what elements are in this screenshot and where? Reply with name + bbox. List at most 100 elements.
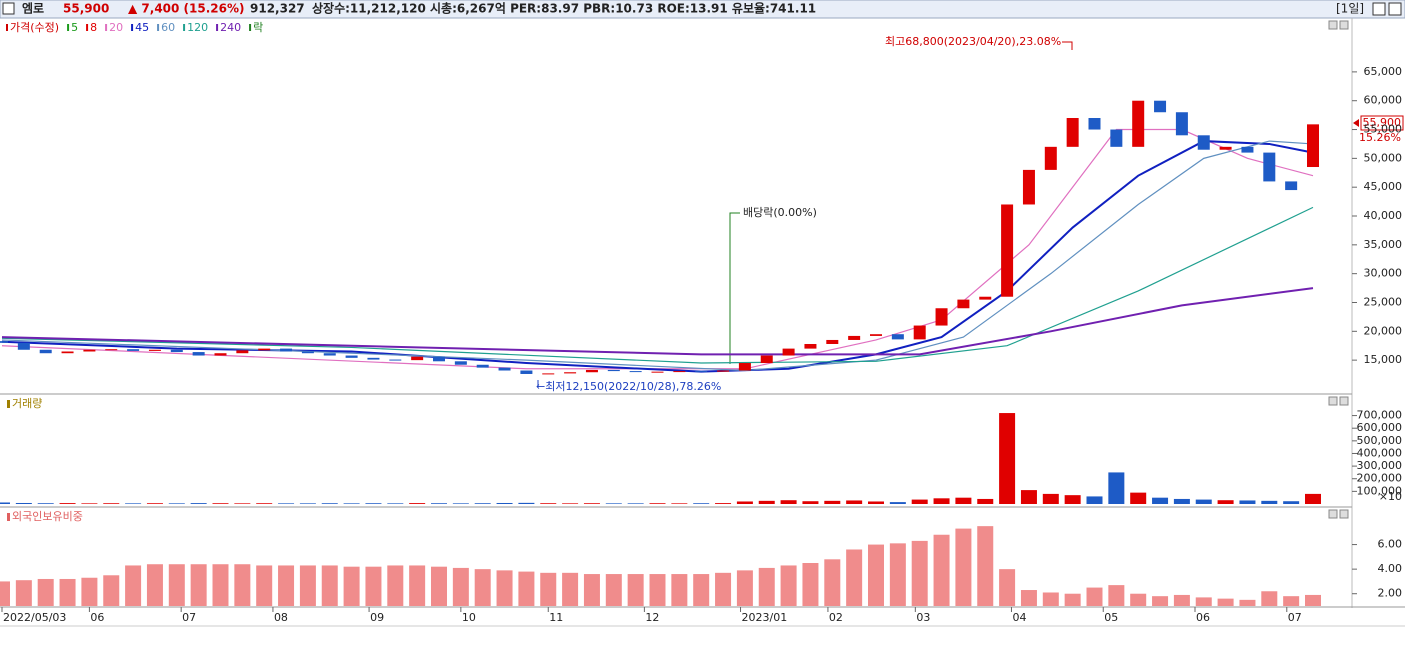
bar (562, 572, 579, 606)
close-button[interactable] (1388, 2, 1402, 16)
last-price: 55,900 (1363, 116, 1402, 129)
bar (278, 565, 295, 606)
bar (1042, 592, 1059, 606)
candle (345, 355, 358, 358)
candle (498, 367, 511, 371)
info: 상장수:11,212,120 시총:6,267억 PER:83.97 PBR:1… (312, 1, 816, 16)
bar (671, 574, 688, 606)
legend-swatch (249, 24, 252, 31)
candle (804, 343, 817, 349)
y-tick-label: 20,000 (1364, 324, 1403, 337)
panel-button[interactable] (1339, 509, 1349, 519)
candle (1132, 100, 1145, 147)
candle (1219, 146, 1232, 150)
moving-average-line (1, 206, 1314, 364)
y-tick-label: 500,000 (1357, 434, 1403, 447)
panel-button[interactable] (1339, 396, 1349, 406)
bar (15, 580, 32, 606)
candle (17, 342, 30, 350)
bar (1195, 597, 1212, 606)
bar (168, 564, 185, 606)
legend-item: 5 (71, 21, 78, 34)
bar (1305, 594, 1321, 606)
candle (1154, 100, 1167, 113)
bar (452, 567, 469, 606)
x-tick-label: 07 (1288, 611, 1302, 624)
bar (977, 498, 994, 504)
period[interactable]: [1일] (1336, 2, 1364, 16)
candle (913, 325, 926, 340)
panel-button[interactable] (1328, 20, 1338, 30)
bar (1173, 594, 1190, 606)
candle (323, 353, 336, 356)
bar (431, 566, 447, 606)
candle (629, 371, 642, 373)
candle (826, 339, 839, 344)
bar (496, 502, 513, 504)
bar (234, 564, 251, 606)
bar (212, 564, 229, 606)
moving-average-line (1, 140, 1314, 372)
y-tick-label: 2.00 (1378, 587, 1403, 600)
bar (999, 569, 1016, 606)
stock-name: 엠로 (22, 2, 44, 16)
x-tick-label: 03 (916, 611, 930, 624)
panel-button[interactable] (1339, 20, 1349, 30)
panel-button[interactable] (1328, 509, 1338, 519)
bar (736, 501, 753, 504)
x-tick-label: 06 (1196, 611, 1210, 624)
candle (935, 308, 948, 326)
candle (214, 353, 227, 356)
y-tick-label: 55,000 (1364, 123, 1403, 136)
bar (190, 564, 207, 606)
y-tick-label: 200,000 (1357, 472, 1403, 485)
bar (911, 540, 928, 606)
bar (977, 526, 994, 606)
bar (999, 413, 1016, 504)
window-button[interactable] (1372, 2, 1386, 16)
panel-button[interactable] (1328, 396, 1338, 406)
legend-item: 20 (109, 21, 123, 34)
y-tick-label: 65,000 (1364, 65, 1403, 78)
y-tick-label: 4.00 (1378, 562, 1403, 575)
bar (1086, 587, 1103, 606)
candle (411, 356, 424, 361)
y-tick-label: 30,000 (1364, 267, 1403, 280)
candle (717, 370, 730, 372)
bar (1239, 500, 1256, 504)
legend-swatch (86, 24, 89, 31)
bar (409, 503, 426, 504)
bar (37, 503, 54, 504)
bar (868, 544, 884, 606)
bar (715, 572, 732, 606)
legend-swatch (67, 24, 70, 31)
bar (889, 543, 906, 606)
candle (105, 349, 118, 351)
y-tick-label: 400,000 (1357, 446, 1403, 459)
bar (911, 499, 928, 504)
y-tick-label: 45,000 (1364, 180, 1403, 193)
bar (125, 565, 142, 606)
bar (540, 503, 557, 504)
bar (81, 503, 98, 504)
bar (583, 503, 600, 504)
bar (59, 503, 76, 504)
bar (802, 501, 819, 504)
candle (1066, 118, 1079, 147)
candle (520, 370, 533, 374)
bar (758, 500, 775, 504)
legend-swatch (6, 24, 8, 31)
y-tick-label: 35,000 (1364, 238, 1403, 251)
bar (758, 567, 775, 606)
candle (83, 349, 96, 352)
candle (1263, 152, 1276, 182)
candle (148, 349, 161, 351)
checkbox[interactable] (2, 2, 15, 15)
bar (168, 503, 185, 504)
bar (321, 565, 338, 606)
bar (780, 500, 797, 504)
bar (190, 503, 207, 504)
bar (387, 503, 404, 504)
bar (824, 559, 841, 606)
bar (1130, 492, 1147, 504)
